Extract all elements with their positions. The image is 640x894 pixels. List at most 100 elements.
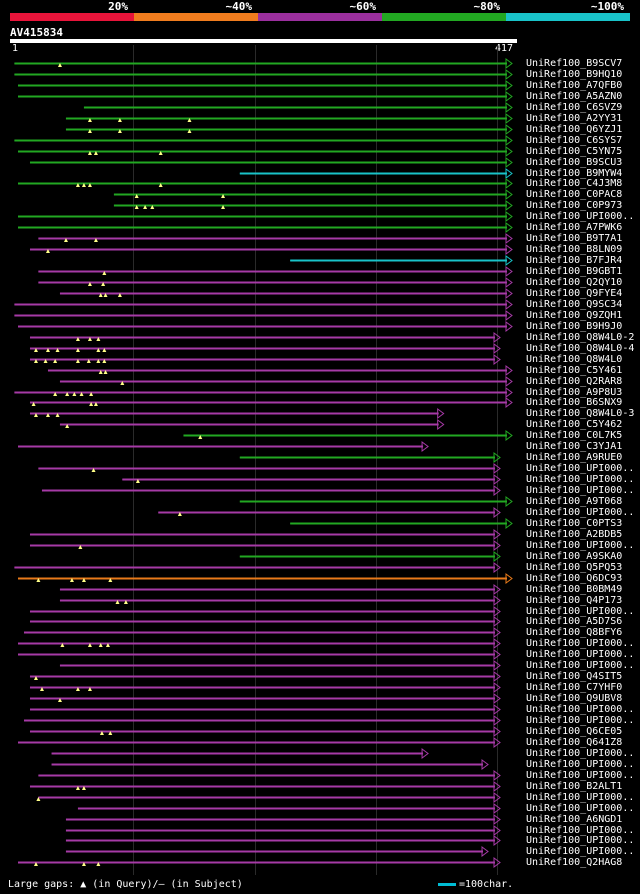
- hit-row[interactable]: UniRef100_C5YN75: [0, 145, 640, 157]
- hit-row[interactable]: UniRef100_B6SNX9: [0, 397, 640, 409]
- hit-row[interactable]: UniRef100_B8LN09: [0, 244, 640, 256]
- hit-name-link[interactable]: UniRef100_C0PAC8: [526, 189, 623, 201]
- hit-name-link[interactable]: UniRef100_Q8W4L0-4: [526, 342, 635, 354]
- hit-row[interactable]: UniRef100_Q5PQ53: [0, 561, 640, 573]
- hit-name-link[interactable]: UniRef100_C4J3M8: [526, 178, 623, 190]
- hit-name-link[interactable]: UniRef100_B9SCU3: [526, 156, 623, 168]
- hit-row[interactable]: UniRef100_C4J3M8: [0, 178, 640, 190]
- hit-name-link[interactable]: UniRef100_B9GBT1: [526, 266, 623, 278]
- hit-name-link[interactable]: UniRef100_UPI000..: [526, 824, 635, 836]
- hit-row[interactable]: UniRef100_UPI000..: [0, 638, 640, 650]
- hit-row[interactable]: UniRef100_Q2QY10: [0, 277, 640, 288]
- hit-name-link[interactable]: UniRef100_C5YN75: [526, 145, 623, 157]
- hit-row[interactable]: UniRef100_A7PWK6: [0, 222, 640, 234]
- hit-name-link[interactable]: UniRef100_B8LN09: [526, 244, 623, 256]
- hit-row[interactable]: UniRef100_UPI000..: [0, 463, 640, 475]
- hit-name-link[interactable]: UniRef100_Q9ZQH1: [526, 309, 623, 321]
- hit-row[interactable]: UniRef100_C6SYS7: [0, 134, 640, 146]
- hit-row[interactable]: UniRef100_B9H9J0: [0, 320, 640, 332]
- hit-name-link[interactable]: UniRef100_A5AZN0: [526, 90, 623, 102]
- hit-name-link[interactable]: UniRef100_UPI000..: [526, 758, 635, 770]
- hit-name-link[interactable]: UniRef100_B9T7A1: [526, 233, 623, 245]
- hit-name-link[interactable]: UniRef100_Q8W4L0-2: [526, 331, 635, 343]
- hit-row[interactable]: UniRef100_C5Y462: [0, 419, 640, 431]
- hit-name-link[interactable]: UniRef100_Q9FYE4: [526, 287, 623, 299]
- hit-name-link[interactable]: UniRef100_A9RUE0: [526, 452, 623, 464]
- hit-row[interactable]: UniRef100_UPI000..: [0, 474, 640, 486]
- hit-row[interactable]: UniRef100_A2YY31: [0, 112, 640, 124]
- hit-name-link[interactable]: UniRef100_UPI000..: [526, 649, 635, 661]
- hit-row[interactable]: UniRef100_C0P973: [0, 200, 640, 212]
- hit-name-link[interactable]: UniRef100_B9SCV7: [526, 58, 623, 69]
- hit-row[interactable]: UniRef100_UPI000..: [0, 758, 640, 770]
- hit-name-link[interactable]: UniRef100_C6SYS7: [526, 134, 623, 146]
- hit-row[interactable]: UniRef100_UPI000..: [0, 791, 640, 803]
- hit-row[interactable]: UniRef100_UPI000..: [0, 846, 640, 858]
- hit-row[interactable]: UniRef100_B9GBT1: [0, 266, 640, 278]
- hit-name-link[interactable]: UniRef100_UPI000..: [526, 846, 635, 858]
- hit-name-link[interactable]: UniRef100_A2BDB5: [526, 528, 623, 540]
- hit-name-link[interactable]: UniRef100_Q4SIT5: [526, 671, 623, 683]
- hit-name-link[interactable]: UniRef100_UPI000..: [526, 747, 635, 759]
- hit-name-link[interactable]: UniRef100_B9HQ10: [526, 68, 623, 80]
- hit-row[interactable]: UniRef100_C0PTS3: [0, 517, 640, 529]
- hit-name-link[interactable]: UniRef100_A7QFB0: [526, 79, 623, 91]
- hit-name-link[interactable]: UniRef100_UPI000..: [526, 463, 635, 475]
- hit-name-link[interactable]: UniRef100_Q5PQ53: [526, 561, 623, 573]
- hit-name-link[interactable]: UniRef100_B6SNX9: [526, 397, 623, 409]
- hit-row[interactable]: UniRef100_B9T7A1: [0, 233, 640, 245]
- hit-row[interactable]: UniRef100_UPI000..: [0, 824, 640, 836]
- hit-row[interactable]: UniRef100_C6SVZ9: [0, 101, 640, 113]
- hit-name-link[interactable]: UniRef100_C0P973: [526, 200, 623, 212]
- hit-name-link[interactable]: UniRef100_Q6YZJ1: [526, 123, 623, 135]
- hit-name-link[interactable]: UniRef100_B0BM49: [526, 583, 623, 595]
- hit-name-link[interactable]: UniRef100_UPI000..: [526, 605, 635, 617]
- hit-name-link[interactable]: UniRef100_UPI000..: [526, 539, 635, 551]
- hit-name-link[interactable]: UniRef100_UPI000..: [526, 791, 635, 803]
- hit-row[interactable]: UniRef100_UPI000..: [0, 485, 640, 497]
- hit-row[interactable]: UniRef100_B9HQ10: [0, 68, 640, 80]
- hit-name-link[interactable]: UniRef100_C6SVZ9: [526, 101, 623, 113]
- hit-name-link[interactable]: UniRef100_Q4P173: [526, 594, 623, 606]
- hit-row[interactable]: UniRef100_Q2RAR8: [0, 375, 640, 387]
- hit-row[interactable]: UniRef100_Q8W4L0-4: [0, 342, 640, 354]
- hit-name-link[interactable]: UniRef100_C0L7K5: [526, 430, 623, 442]
- hit-name-link[interactable]: UniRef100_UPI000..: [526, 715, 635, 726]
- hit-row[interactable]: UniRef100_UPI000..: [0, 660, 640, 672]
- hit-row[interactable]: UniRef100_Q2HAG8: [0, 857, 640, 869]
- hit-name-link[interactable]: UniRef100_A9SKA0: [526, 550, 623, 562]
- hit-name-link[interactable]: UniRef100_UPI000..: [526, 802, 635, 814]
- hit-name-link[interactable]: UniRef100_Q641Z8: [526, 736, 623, 748]
- hit-name-link[interactable]: UniRef100_UPI000..: [526, 474, 635, 486]
- hit-row[interactable]: UniRef100_UPI000..: [0, 835, 640, 847]
- hit-row[interactable]: UniRef100_UPI000..: [0, 211, 640, 223]
- hit-row[interactable]: UniRef100_Q9UBV8: [0, 693, 640, 705]
- hit-row[interactable]: UniRef100_Q8W4L0-3: [0, 408, 640, 420]
- hit-row[interactable]: UniRef100_C7YHF0: [0, 682, 640, 694]
- hit-row[interactable]: UniRef100_A9RUE0: [0, 452, 640, 464]
- hit-row[interactable]: UniRef100_Q6CE05: [0, 725, 640, 737]
- hit-row[interactable]: UniRef100_C3YJA1: [0, 441, 640, 453]
- hit-name-link[interactable]: UniRef100_C5Y462: [526, 419, 623, 431]
- hit-row[interactable]: UniRef100_Q6DC93: [0, 572, 640, 584]
- hit-row[interactable]: UniRef100_B0BM49: [0, 583, 640, 595]
- hit-name-link[interactable]: UniRef100_Q2HAG8: [526, 857, 623, 869]
- hit-name-link[interactable]: UniRef100_A2YY31: [526, 112, 623, 124]
- hit-name-link[interactable]: UniRef100_B9MYW4: [526, 167, 623, 179]
- hit-row[interactable]: UniRef100_UPI000..: [0, 747, 640, 759]
- hit-name-link[interactable]: UniRef100_A9T068: [526, 496, 623, 507]
- hit-name-link[interactable]: UniRef100_UPI000..: [526, 835, 635, 847]
- hit-row[interactable]: UniRef100_UPI000..: [0, 605, 640, 617]
- hit-row[interactable]: UniRef100_Q8W4L0-2: [0, 331, 640, 343]
- hit-row[interactable]: UniRef100_UPI000..: [0, 649, 640, 661]
- hit-name-link[interactable]: UniRef100_C7YHF0: [526, 682, 623, 694]
- hit-row[interactable]: UniRef100_A7QFB0: [0, 79, 640, 91]
- hit-row[interactable]: UniRef100_B2ALT1: [0, 780, 640, 792]
- hit-row[interactable]: UniRef100_Q641Z8: [0, 736, 640, 748]
- hit-row[interactable]: UniRef100_Q8BFY6: [0, 627, 640, 639]
- hit-name-link[interactable]: UniRef100_UPI000..: [526, 704, 635, 716]
- hit-row[interactable]: UniRef100_C0PAC8: [0, 189, 640, 201]
- hit-name-link[interactable]: UniRef100_C0PTS3: [526, 517, 623, 529]
- hit-row[interactable]: UniRef100_Q9ZQH1: [0, 309, 640, 321]
- hit-row[interactable]: UniRef100_A9P8U3: [0, 386, 640, 398]
